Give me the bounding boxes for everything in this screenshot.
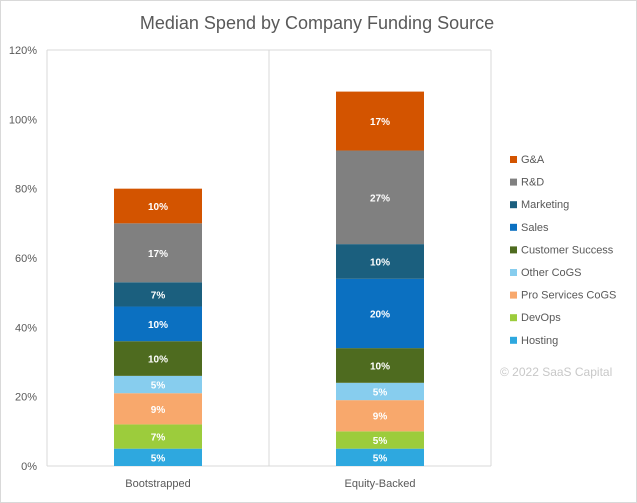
data-label: 10% <box>148 355 168 366</box>
x-category-label: Bootstrapped <box>125 478 190 490</box>
bar-segment <box>114 306 202 342</box>
data-label: 10% <box>370 257 390 268</box>
legend-swatch <box>510 201 517 209</box>
data-label: 10% <box>370 361 390 372</box>
bar-segment <box>114 188 202 224</box>
legend-entry: Marketing <box>521 199 569 211</box>
bar-segment <box>336 244 424 279</box>
legend-entry: Sales <box>521 222 549 234</box>
y-tick-label: 120% <box>9 45 37 57</box>
bar-segment <box>336 91 424 151</box>
data-label: 17% <box>148 249 168 260</box>
legend-entry: Pro Services CoGS <box>521 290 616 302</box>
bar-segment <box>114 424 202 449</box>
chart-title: Median Spend by Company Funding Source <box>140 13 494 33</box>
bar-segment <box>114 282 202 307</box>
legend-swatch <box>510 178 517 186</box>
data-label: 10% <box>148 202 168 213</box>
y-tick-label: 100% <box>9 114 37 126</box>
data-label: 5% <box>373 436 388 447</box>
bar-segment <box>336 348 424 383</box>
bar-segment <box>336 431 424 449</box>
legend-swatch <box>510 336 517 344</box>
y-tick-label: 80% <box>15 184 37 196</box>
data-label: 10% <box>148 320 168 331</box>
bar-segment <box>114 341 202 376</box>
y-tick-label: 0% <box>21 461 37 473</box>
data-label: 9% <box>151 405 166 416</box>
data-label: 7% <box>151 433 166 444</box>
legend-swatch <box>510 314 517 322</box>
legend-entry: Hosting <box>521 335 558 347</box>
bar-segment <box>114 393 202 425</box>
bar-segment <box>336 382 424 401</box>
y-tick-label: 60% <box>15 253 37 265</box>
legend-swatch <box>510 246 517 254</box>
bar-segment <box>114 375 202 394</box>
bar-segment <box>114 448 202 466</box>
x-category-label: Equity-Backed <box>345 478 416 490</box>
bar-segment <box>336 150 424 245</box>
data-label: 9% <box>373 412 388 423</box>
legend-swatch <box>510 156 517 163</box>
data-label: 7% <box>151 290 166 301</box>
y-tick-label: 20% <box>15 392 37 404</box>
bar-segment <box>336 400 424 432</box>
data-label: 17% <box>370 117 390 128</box>
legend-entry: Other CoGS <box>521 267 582 279</box>
legend-swatch <box>510 223 517 231</box>
bar-segment <box>336 448 424 466</box>
data-label: 5% <box>373 453 388 464</box>
watermark-text: © 2022 SaaS Capital <box>500 365 612 379</box>
y-tick-label: 40% <box>15 322 37 334</box>
legend-swatch <box>510 269 517 276</box>
bar-segment <box>114 223 202 283</box>
data-label: 5% <box>373 387 388 398</box>
legend-entry: DevOps <box>521 312 561 324</box>
data-label: 27% <box>370 193 390 204</box>
legend-entry: G&A <box>521 154 545 166</box>
data-label: 20% <box>370 309 390 320</box>
legend-entry: Customer Success <box>521 244 614 256</box>
data-label: 5% <box>151 381 166 392</box>
bar-segment <box>336 278 424 349</box>
legend-swatch <box>510 291 517 299</box>
legend-entry: R&D <box>521 177 544 189</box>
data-label: 5% <box>151 453 166 464</box>
